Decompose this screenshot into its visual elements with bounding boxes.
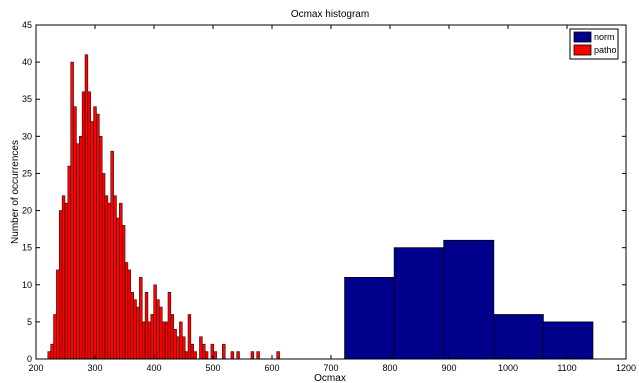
legend-swatch-norm bbox=[573, 31, 592, 43]
axes-layer: 200 300 400 500 600 700 800 900 1000 1100 1200 0 5 10… bbox=[22, 20, 636, 373]
bar-patho-50 bbox=[190, 343, 194, 360]
x-tick-label: 500 bbox=[205, 363, 220, 373]
bar-patho-9 bbox=[73, 106, 77, 360]
y-tick-label: 10 bbox=[22, 280, 32, 290]
bar-norm-1 bbox=[393, 247, 445, 360]
bar-patho-21 bbox=[107, 202, 112, 360]
bar-patho-40 bbox=[162, 321, 166, 360]
bar-patho-17 bbox=[96, 113, 100, 360]
bar-patho-13 bbox=[84, 54, 89, 360]
bar-patho-80 bbox=[276, 351, 280, 360]
bar-patho-20 bbox=[104, 195, 109, 360]
x-tick-label: 800 bbox=[382, 363, 397, 373]
bar-patho-14 bbox=[87, 91, 91, 360]
bar-norm-3 bbox=[493, 314, 544, 360]
x-tick-label: 400 bbox=[146, 363, 161, 373]
bar-patho-28 bbox=[127, 269, 132, 360]
y-tick-label: 45 bbox=[22, 20, 32, 30]
x-tick-label: 200 bbox=[28, 363, 43, 373]
y-tick-label: 40 bbox=[22, 57, 32, 67]
bar-patho-47 bbox=[182, 336, 186, 360]
bar-patho-42 bbox=[167, 291, 172, 360]
bar-patho-15 bbox=[90, 121, 94, 360]
bar-patho-54 bbox=[202, 343, 206, 360]
bar-patho-73 bbox=[256, 351, 260, 360]
legend-label-patho: patho bbox=[594, 45, 617, 55]
bar-patho-31 bbox=[136, 306, 140, 360]
bar-patho-58 bbox=[213, 351, 217, 360]
bar-patho-48 bbox=[184, 351, 189, 360]
bar-patho-27 bbox=[124, 262, 129, 360]
bar-patho-4 bbox=[58, 210, 63, 360]
bar-patho-55 bbox=[204, 351, 209, 360]
y-tick-label: 35 bbox=[22, 94, 32, 104]
bar-patho-5 bbox=[61, 195, 66, 360]
bar-patho-25 bbox=[119, 202, 123, 360]
bar-patho-41 bbox=[164, 321, 169, 360]
bar-patho-6 bbox=[64, 202, 69, 360]
bar-norm-0 bbox=[344, 277, 395, 360]
bar-patho-11 bbox=[79, 136, 83, 360]
y-tick-label: 30 bbox=[22, 131, 32, 141]
bar-patho-43 bbox=[170, 314, 174, 360]
y-tick-label: 25 bbox=[22, 168, 32, 178]
x-tick-label: 600 bbox=[264, 363, 279, 373]
bar-patho-18 bbox=[99, 136, 103, 360]
x-axis-label: Ocmax bbox=[314, 373, 346, 383]
y-tick-label: 20 bbox=[22, 206, 32, 216]
bar-patho-32 bbox=[139, 277, 143, 360]
bar-patho-44 bbox=[173, 329, 177, 360]
bar-patho-66 bbox=[236, 351, 240, 360]
chart-title: Ocmax histogram bbox=[291, 9, 369, 20]
bar-patho-38 bbox=[156, 299, 160, 360]
bar-patho-37 bbox=[153, 284, 157, 360]
bar-patho-12 bbox=[81, 91, 86, 360]
bar-patho-33 bbox=[141, 321, 146, 360]
bar-patho-39 bbox=[159, 306, 163, 360]
bar-patho-46 bbox=[179, 321, 183, 360]
bar-patho-26 bbox=[121, 225, 126, 360]
bar-patho-61 bbox=[222, 343, 226, 360]
bar-patho-36 bbox=[150, 314, 154, 360]
y-tick-label: 0 bbox=[27, 354, 32, 364]
bar-patho-30 bbox=[133, 299, 137, 360]
legend-label-norm: norm bbox=[594, 32, 615, 42]
x-tick-label: 900 bbox=[441, 363, 456, 373]
bar-patho-35 bbox=[147, 321, 152, 360]
bar-patho-53 bbox=[199, 336, 203, 360]
bar-patho-49 bbox=[187, 314, 192, 360]
bar-patho-45 bbox=[176, 336, 180, 360]
bar-patho-34 bbox=[144, 291, 149, 360]
bar-patho-16 bbox=[93, 106, 97, 360]
bar-patho-1 bbox=[50, 343, 54, 360]
x-tick-label: 1100 bbox=[557, 363, 576, 373]
bar-norm-4 bbox=[543, 321, 594, 360]
bar-patho-2 bbox=[53, 314, 57, 360]
legend-swatch-patho bbox=[573, 44, 592, 56]
bar-patho-64 bbox=[230, 351, 235, 360]
x-tick-label: 300 bbox=[87, 363, 102, 373]
x-tick-label: 1000 bbox=[498, 363, 518, 373]
bar-patho-24 bbox=[116, 217, 120, 360]
bar-patho-71 bbox=[250, 351, 255, 360]
bar-patho-29 bbox=[130, 291, 134, 360]
bars-layer bbox=[47, 54, 594, 360]
x-tick-label: 1200 bbox=[616, 363, 636, 373]
bar-patho-51 bbox=[193, 351, 197, 360]
bar-patho-19 bbox=[101, 173, 106, 360]
y-tick-label: 15 bbox=[22, 243, 32, 253]
legend: norm patho bbox=[569, 28, 619, 60]
bar-patho-3 bbox=[56, 269, 60, 360]
bar-patho-22 bbox=[110, 150, 114, 360]
bar-norm-2 bbox=[443, 239, 495, 360]
y-tick-label: 5 bbox=[27, 317, 32, 327]
y-axis-label: Number of occurrences bbox=[10, 140, 21, 244]
bar-patho-8 bbox=[70, 61, 74, 360]
x-tick-label: 700 bbox=[323, 363, 338, 373]
bar-patho-0 bbox=[47, 351, 51, 360]
bar-patho-10 bbox=[76, 143, 80, 360]
bar-patho-7 bbox=[67, 165, 71, 360]
bar-patho-23 bbox=[113, 195, 117, 360]
